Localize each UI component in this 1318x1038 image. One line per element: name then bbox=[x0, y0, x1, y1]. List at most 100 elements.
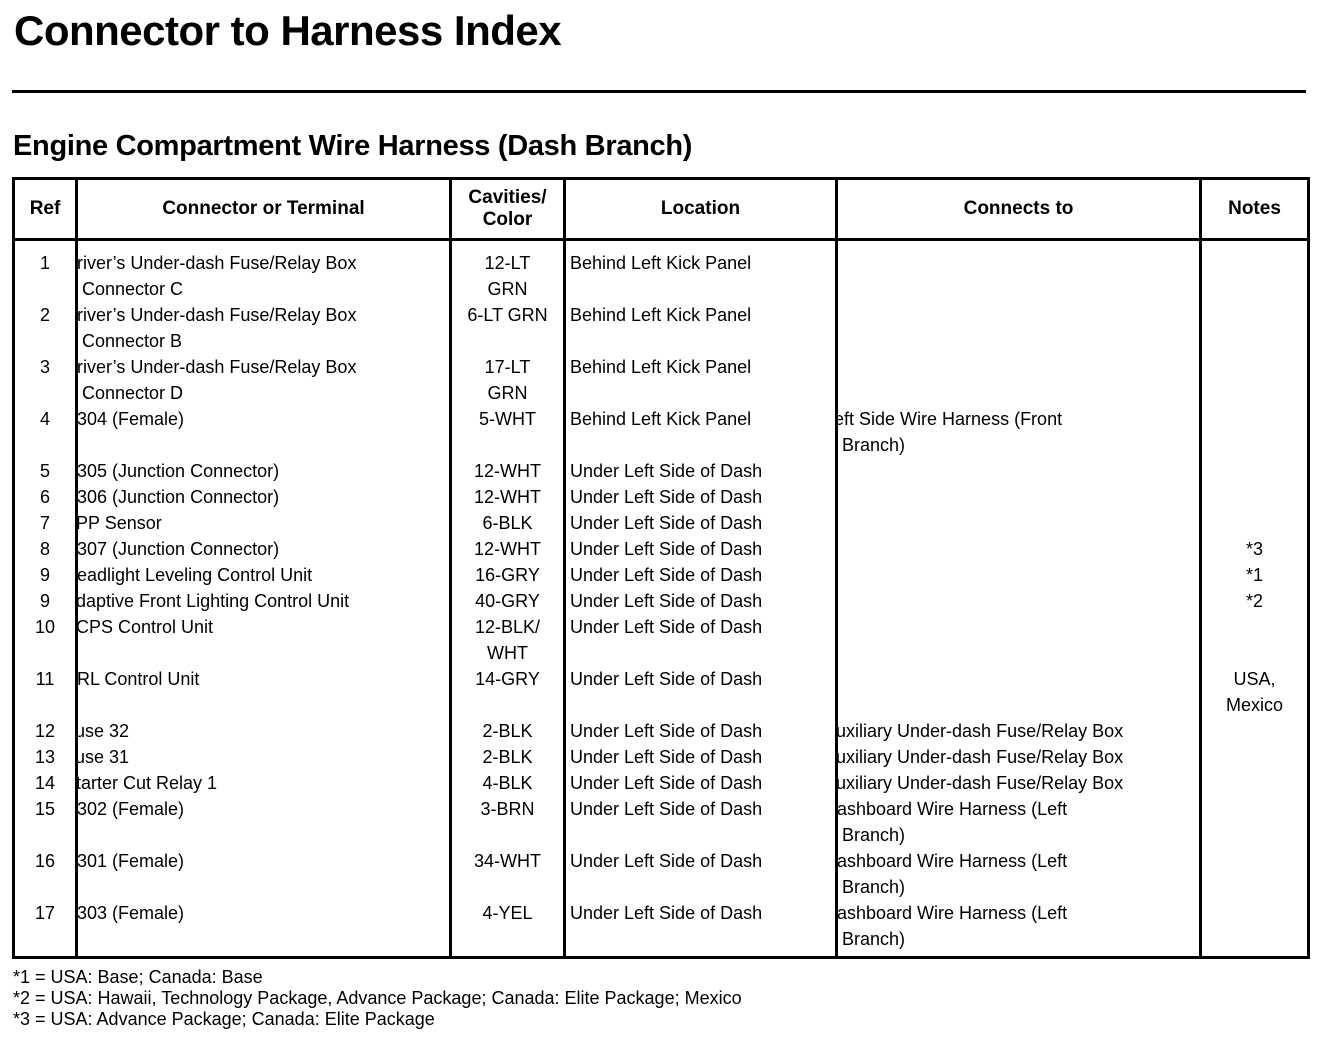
cell-ref: 5 bbox=[12, 458, 78, 484]
cell-connects-to bbox=[835, 562, 1202, 588]
cell-connects-to bbox=[835, 302, 1202, 354]
cell-connector: Fuse 31 bbox=[75, 744, 452, 770]
table-header: Ref Connector or Terminal Cavities/ Colo… bbox=[12, 178, 1310, 241]
table-row: 17 C303 (Female) 4-YEL Under Left Side o… bbox=[12, 900, 1310, 958]
cell-connector: Driver’s Under-dash Fuse/Relay Box Conne… bbox=[75, 302, 452, 354]
cell-connector: C304 (Female) bbox=[75, 406, 452, 458]
cell-notes bbox=[1199, 614, 1310, 666]
table-row: 6 C306 (Junction Connector) 12-WHT Under… bbox=[12, 484, 1310, 510]
cell-ref: 17 bbox=[12, 900, 78, 958]
footnotes: *1 = USA: Base; Canada: Base *2 = USA: H… bbox=[13, 967, 1318, 1030]
cell-connector: C306 (Junction Connector) bbox=[75, 484, 452, 510]
cell-ref: 8 bbox=[12, 536, 78, 562]
section-title: Engine Compartment Wire Harness (Dash Br… bbox=[13, 130, 693, 162]
cell-connects-to: Auxiliary Under-dash Fuse/Relay Box bbox=[835, 718, 1202, 744]
cell-ref: 4 bbox=[12, 406, 78, 458]
cell-connector: C301 (Female) bbox=[75, 848, 452, 900]
cell-location: Under Left Side of Dash bbox=[563, 510, 838, 536]
cell-cavities: 12-WHT bbox=[449, 458, 566, 484]
cell-location: Under Left Side of Dash bbox=[563, 484, 838, 510]
cell-connects-to: Dashboard Wire Harness (Left Branch) bbox=[835, 900, 1202, 958]
cell-notes bbox=[1199, 848, 1310, 900]
table-row: 9 Adaptive Front Lighting Control Unit 4… bbox=[12, 588, 1310, 614]
footnote-1: *1 = USA: Base; Canada: Base bbox=[13, 967, 263, 987]
cell-connects-to bbox=[835, 536, 1202, 562]
cell-location: Under Left Side of Dash bbox=[563, 848, 838, 900]
cell-connects-to bbox=[835, 484, 1202, 510]
cell-location: Under Left Side of Dash bbox=[563, 588, 838, 614]
table-row: 7 APP Sensor 6-BLK Under Left Side of Da… bbox=[12, 510, 1310, 536]
cell-ref: 15 bbox=[12, 796, 78, 848]
cell-location: Under Left Side of Dash bbox=[563, 796, 838, 848]
cell-location: Under Left Side of Dash bbox=[563, 744, 838, 770]
cell-cavities: 16-GRY bbox=[449, 562, 566, 588]
cell-cavities: 2-BLK bbox=[449, 718, 566, 744]
cell-connects-to: Auxiliary Under-dash Fuse/Relay Box bbox=[835, 744, 1202, 770]
column-header-ref: Ref bbox=[12, 178, 78, 241]
cell-connects-to: Dashboard Wire Harness (Left Branch) bbox=[835, 848, 1202, 900]
cell-notes bbox=[1199, 406, 1310, 458]
cell-connects-to: Dashboard Wire Harness (Left Branch) bbox=[835, 796, 1202, 848]
connector-harness-index-table: Ref Connector or Terminal Cavities/ Colo… bbox=[12, 177, 1310, 959]
cell-location: Behind Left Kick Panel bbox=[563, 239, 838, 302]
cell-connector: C307 (Junction Connector) bbox=[75, 536, 452, 562]
cell-cavities: 17-LT GRN bbox=[449, 354, 566, 406]
table-row: 2 Driver’s Under-dash Fuse/Relay Box Con… bbox=[12, 302, 1310, 354]
table-row: 15 C302 (Female) 3-BRN Under Left Side o… bbox=[12, 796, 1310, 848]
cell-connector: Starter Cut Relay 1 bbox=[75, 770, 452, 796]
cell-connects-to bbox=[835, 614, 1202, 666]
cell-connects-to: Auxiliary Under-dash Fuse/Relay Box bbox=[835, 770, 1202, 796]
cell-connector: Driver’s Under-dash Fuse/Relay Box Conne… bbox=[75, 239, 452, 302]
cell-cavities: 14-GRY bbox=[449, 666, 566, 718]
cell-notes bbox=[1199, 900, 1310, 958]
cell-notes: *3 bbox=[1199, 536, 1310, 562]
cell-location: Behind Left Kick Panel bbox=[563, 354, 838, 406]
cell-notes: *1 bbox=[1199, 562, 1310, 588]
cell-connector: C302 (Female) bbox=[75, 796, 452, 848]
cell-notes bbox=[1199, 239, 1310, 302]
cell-notes bbox=[1199, 458, 1310, 484]
cell-cavities: 4-BLK bbox=[449, 770, 566, 796]
cell-cavities: 3-BRN bbox=[449, 796, 566, 848]
table-row: 3 Driver’s Under-dash Fuse/Relay Box Con… bbox=[12, 354, 1310, 406]
cell-ref: 16 bbox=[12, 848, 78, 900]
cell-ref: 13 bbox=[12, 744, 78, 770]
column-header-location: Location bbox=[563, 178, 838, 241]
table-row: 14 Starter Cut Relay 1 4-BLK Under Left … bbox=[12, 770, 1310, 796]
table-row: 16 C301 (Female) 34-WHT Under Left Side … bbox=[12, 848, 1310, 900]
cell-notes: *2 bbox=[1199, 588, 1310, 614]
cell-location: Under Left Side of Dash bbox=[563, 458, 838, 484]
cell-location: Behind Left Kick Panel bbox=[563, 302, 838, 354]
cell-location: Under Left Side of Dash bbox=[563, 666, 838, 718]
column-header-connects-to: Connects to bbox=[835, 178, 1202, 241]
cell-notes bbox=[1199, 484, 1310, 510]
cell-ref: 12 bbox=[12, 718, 78, 744]
cell-ref: 10 bbox=[12, 614, 78, 666]
cell-ref: 3 bbox=[12, 354, 78, 406]
cell-connects-to bbox=[835, 354, 1202, 406]
cell-connects-to bbox=[835, 510, 1202, 536]
cell-connects-to bbox=[835, 588, 1202, 614]
cell-connector: APP Sensor bbox=[75, 510, 452, 536]
cell-connects-to bbox=[835, 458, 1202, 484]
cell-cavities: 34-WHT bbox=[449, 848, 566, 900]
table-row: 10 ECPS Control Unit 12-BLK/ WHT Under L… bbox=[12, 614, 1310, 666]
cell-connector: Fuse 32 bbox=[75, 718, 452, 744]
cell-cavities: 2-BLK bbox=[449, 744, 566, 770]
cell-connects-to: Left Side Wire Harness (Front Branch) bbox=[835, 406, 1202, 458]
cell-connector: Adaptive Front Lighting Control Unit bbox=[75, 588, 452, 614]
cell-cavities: 12-WHT bbox=[449, 484, 566, 510]
cell-cavities: 6-BLK bbox=[449, 510, 566, 536]
page-title: Connector to Harness Index bbox=[14, 7, 562, 54]
cell-ref: 6 bbox=[12, 484, 78, 510]
cell-connects-to bbox=[835, 239, 1202, 302]
footnote-2: *2 = USA: Hawaii, Technology Package, Ad… bbox=[13, 988, 742, 1008]
table-row: 5 C305 (Junction Connector) 12-WHT Under… bbox=[12, 458, 1310, 484]
table-row: 8 C307 (Junction Connector) 12-WHT Under… bbox=[12, 536, 1310, 562]
cell-location: Under Left Side of Dash bbox=[563, 562, 838, 588]
cell-cavities: 12-LT GRN bbox=[449, 239, 566, 302]
cell-connector: ECPS Control Unit bbox=[75, 614, 452, 666]
cell-ref: 7 bbox=[12, 510, 78, 536]
cell-ref: 1 bbox=[12, 239, 78, 302]
cell-connector: DRL Control Unit bbox=[75, 666, 452, 718]
